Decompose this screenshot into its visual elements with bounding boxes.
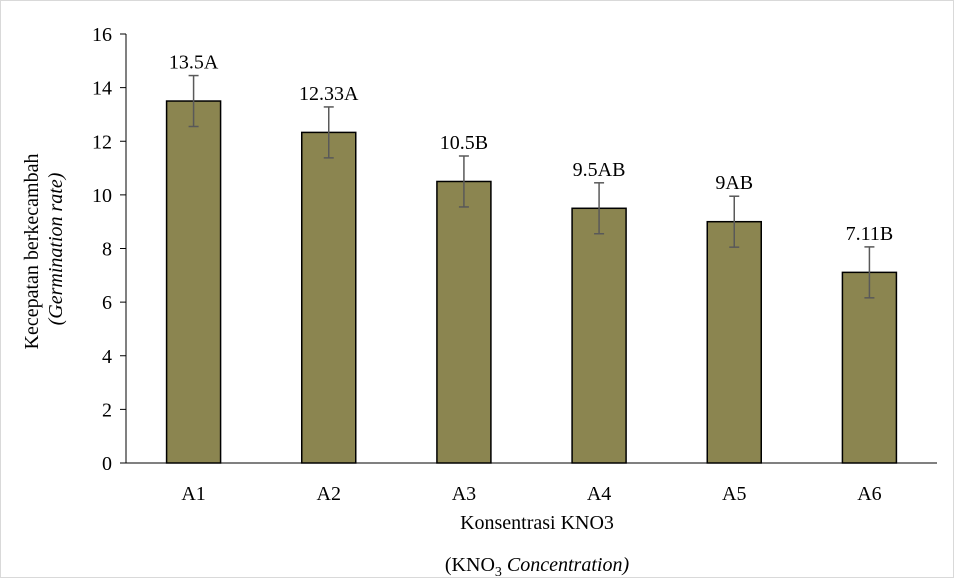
y-tick-label: 12	[92, 131, 112, 153]
error-bar-a5	[729, 195, 740, 248]
x-axis-title-prefix: (KNO	[445, 554, 495, 576]
x-axis-title-line1: Konsentrasi KNO3	[460, 512, 614, 534]
bar-a1	[165, 100, 222, 464]
bar-a3	[436, 180, 492, 464]
y-axis-ticks: 0 2 4 6 8 10 12 14 16	[92, 24, 126, 475]
error-bar-a6	[864, 246, 875, 299]
x-tick-label-a5: A5	[722, 483, 746, 505]
x-axis-title-line2: (KNO3 Concentration)	[445, 554, 630, 578]
data-label-a1: 13.5A	[169, 52, 219, 74]
data-label-a5: 9AB	[715, 172, 753, 194]
error-bar-a3	[458, 155, 469, 208]
bar-a5	[706, 220, 762, 464]
bar-a4	[571, 207, 627, 464]
error-bar-a2	[323, 106, 334, 159]
x-tick-label-a1: A1	[181, 483, 205, 505]
y-tick-label: 14	[92, 78, 112, 100]
x-axis-title-italic: Concentration)	[507, 554, 630, 576]
y-axis-title: Kecepatan berkecambah (Germination rate)	[21, 149, 67, 350]
bar-a2	[301, 131, 357, 464]
y-tick-label: 0	[102, 453, 112, 475]
x-tick-label-a4: A4	[587, 483, 611, 505]
y-tick-label: 10	[92, 185, 112, 207]
y-axis-title-line2: (Germination rate)	[45, 172, 67, 325]
x-tick-label-a6: A6	[857, 483, 881, 505]
x-tick-label-a3: A3	[452, 483, 476, 505]
error-bar-a4	[594, 182, 605, 235]
data-labels: 13.5A 12.33A 10.5B 9.5AB 9AB 7.11B	[169, 52, 893, 245]
y-tick-label: 2	[102, 399, 112, 421]
x-axis-title-subscript: 3	[495, 565, 502, 578]
error-bars	[188, 74, 875, 299]
x-axis-ticks: A1 A2 A3 A4 A5 A6	[181, 483, 881, 505]
y-tick-label: 6	[102, 292, 112, 314]
x-tick-label-a2: A2	[317, 483, 341, 505]
error-bar-a1	[188, 74, 199, 128]
y-tick-label: 8	[102, 239, 112, 261]
data-label-a3: 10.5B	[440, 132, 488, 154]
data-label-a2: 12.33A	[299, 83, 359, 105]
bars	[165, 100, 898, 464]
y-axis-title-line1: Kecepatan berkecambah	[21, 154, 43, 350]
y-tick-label: 4	[102, 346, 112, 368]
data-label-a6: 7.11B	[846, 223, 894, 245]
data-label-a4: 9.5AB	[573, 159, 626, 181]
y-tick-label: 16	[92, 24, 112, 46]
bar-a6	[841, 271, 898, 464]
